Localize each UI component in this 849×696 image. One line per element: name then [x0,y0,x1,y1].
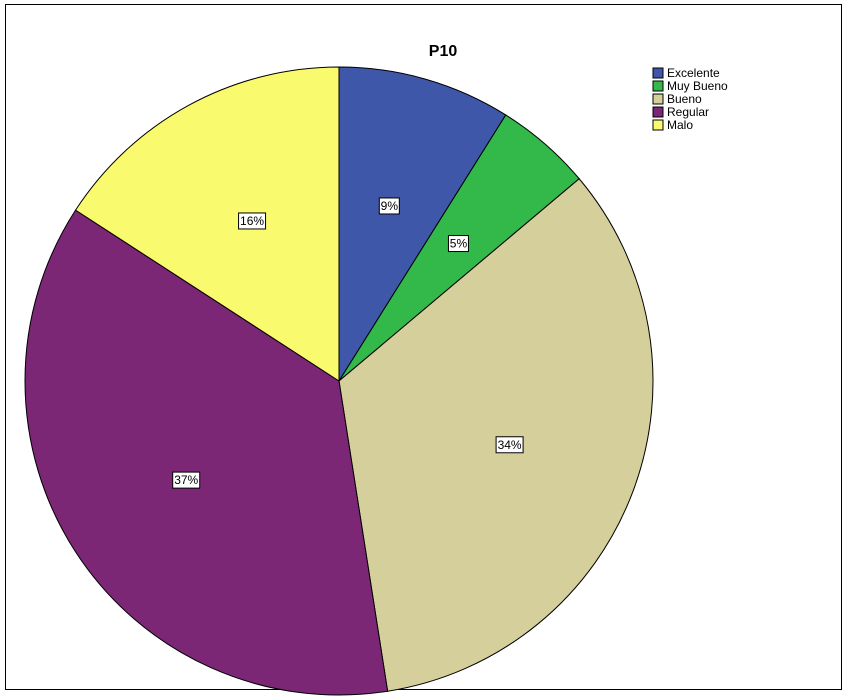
slice-label-box [447,235,469,253]
legend-item-malo: Malo [652,118,693,132]
pie-slice-malo [74,66,340,382]
pie-slices [24,66,654,696]
legend-swatch [652,106,664,118]
slice-label-bueno: 34% [495,436,524,454]
pie-slice-bueno [338,178,654,692]
legend-item-excelente: Excelente [652,66,720,80]
slice-label-text: 16% [240,214,264,228]
legend-label: Muy Bueno [667,79,728,93]
legend-label: Bueno [667,92,702,106]
slice-label-muy-bueno: 5% [447,235,469,253]
pie-slice-labels: 9% 5% 34% 37% 16% [172,197,524,489]
legend-swatch [652,80,664,92]
pie-slice-excelente [338,66,507,383]
legend-swatch [652,67,664,79]
slice-label-text: 34% [498,438,522,452]
legend-label: Excelente [667,66,720,80]
slice-label-excelente: 9% [378,197,400,215]
slice-label-text: 5% [450,237,468,251]
legend-swatch [652,93,664,105]
chart-title: P10 [429,43,458,60]
slice-label-box [378,197,400,215]
legend-swatch [652,119,664,131]
legend-item-regular: Regular [652,105,709,119]
slice-label-text: 9% [381,199,399,213]
legend-item-bueno: Bueno [652,92,702,106]
legend-item-muy-bueno: Muy Bueno [652,79,728,93]
slice-label-regular: 37% [172,471,201,489]
chart-frame: P10 9% 5% 34% 37% 16% Excelente Muy Bueno Buen… [5,4,842,696]
slice-label-box [238,212,267,230]
slice-label-box [495,436,524,454]
slice-label-box [172,471,201,489]
slice-label-malo: 16% [238,212,267,230]
legend-label: Malo [667,118,693,132]
slice-label-text: 37% [174,473,198,487]
legend-label: Regular [667,105,709,119]
